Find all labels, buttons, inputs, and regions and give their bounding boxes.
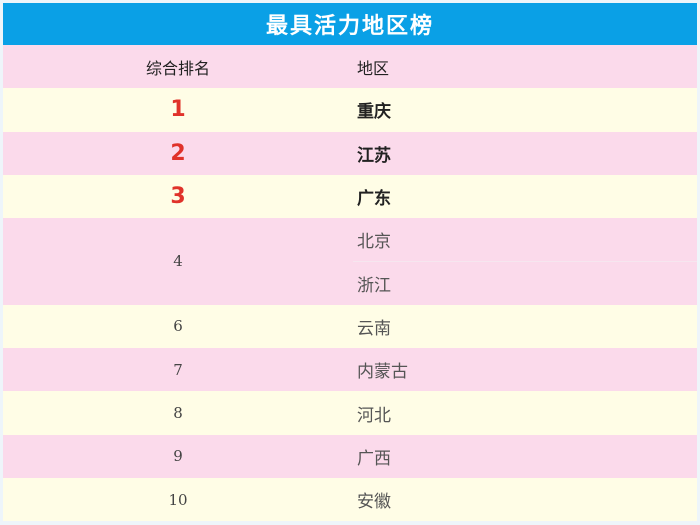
rank-cell: 4 [173, 252, 183, 271]
table-row: 1 重庆 [3, 88, 697, 132]
rank-cell: 3 [170, 184, 186, 210]
region-cell: 北京 [353, 218, 697, 262]
column-header-rank: 综合排名 [145, 58, 210, 78]
table-row: 3 广东 [3, 174, 697, 219]
ranking-table: 最具活力地区榜 综合排名 地区 1 重庆 2 江苏 3 广东 4 北京 浙江 6… [3, 3, 697, 522]
region-cell: 广西 [357, 448, 391, 469]
rank-cell: 10 [168, 490, 188, 509]
region-cell: 安徽 [357, 492, 391, 513]
table-row: 4 北京 浙江 [3, 218, 697, 305]
rank-cell: 9 [173, 447, 183, 466]
table-row: 2 江苏 [3, 131, 697, 175]
table-row: 6 云南 [3, 304, 697, 349]
table-row: 10 安徽 [3, 477, 697, 522]
table-row: 7 内蒙古 [3, 348, 697, 392]
region-cell: 江苏 [357, 145, 391, 166]
region-cell: 河北 [357, 405, 391, 426]
rank-cell: 1 [170, 97, 186, 123]
rank-cell: 7 [173, 360, 183, 379]
rank-cell: 8 [173, 404, 183, 423]
table-row: 9 广西 [3, 434, 697, 478]
rank-cell: 2 [170, 140, 186, 166]
region-cell: 重庆 [357, 102, 391, 123]
region-cell: 云南 [357, 318, 391, 339]
table-row: 8 河北 [3, 391, 697, 435]
region-cell: 内蒙古 [357, 362, 408, 383]
header-row: 综合排名 地区 [3, 45, 697, 89]
column-header-region: 地区 [357, 58, 390, 78]
region-cell: 广东 [357, 189, 391, 210]
rank-cell: 6 [173, 317, 183, 336]
table-title: 最具活力地区榜 [3, 3, 697, 45]
region-cell: 浙江 [357, 275, 391, 296]
